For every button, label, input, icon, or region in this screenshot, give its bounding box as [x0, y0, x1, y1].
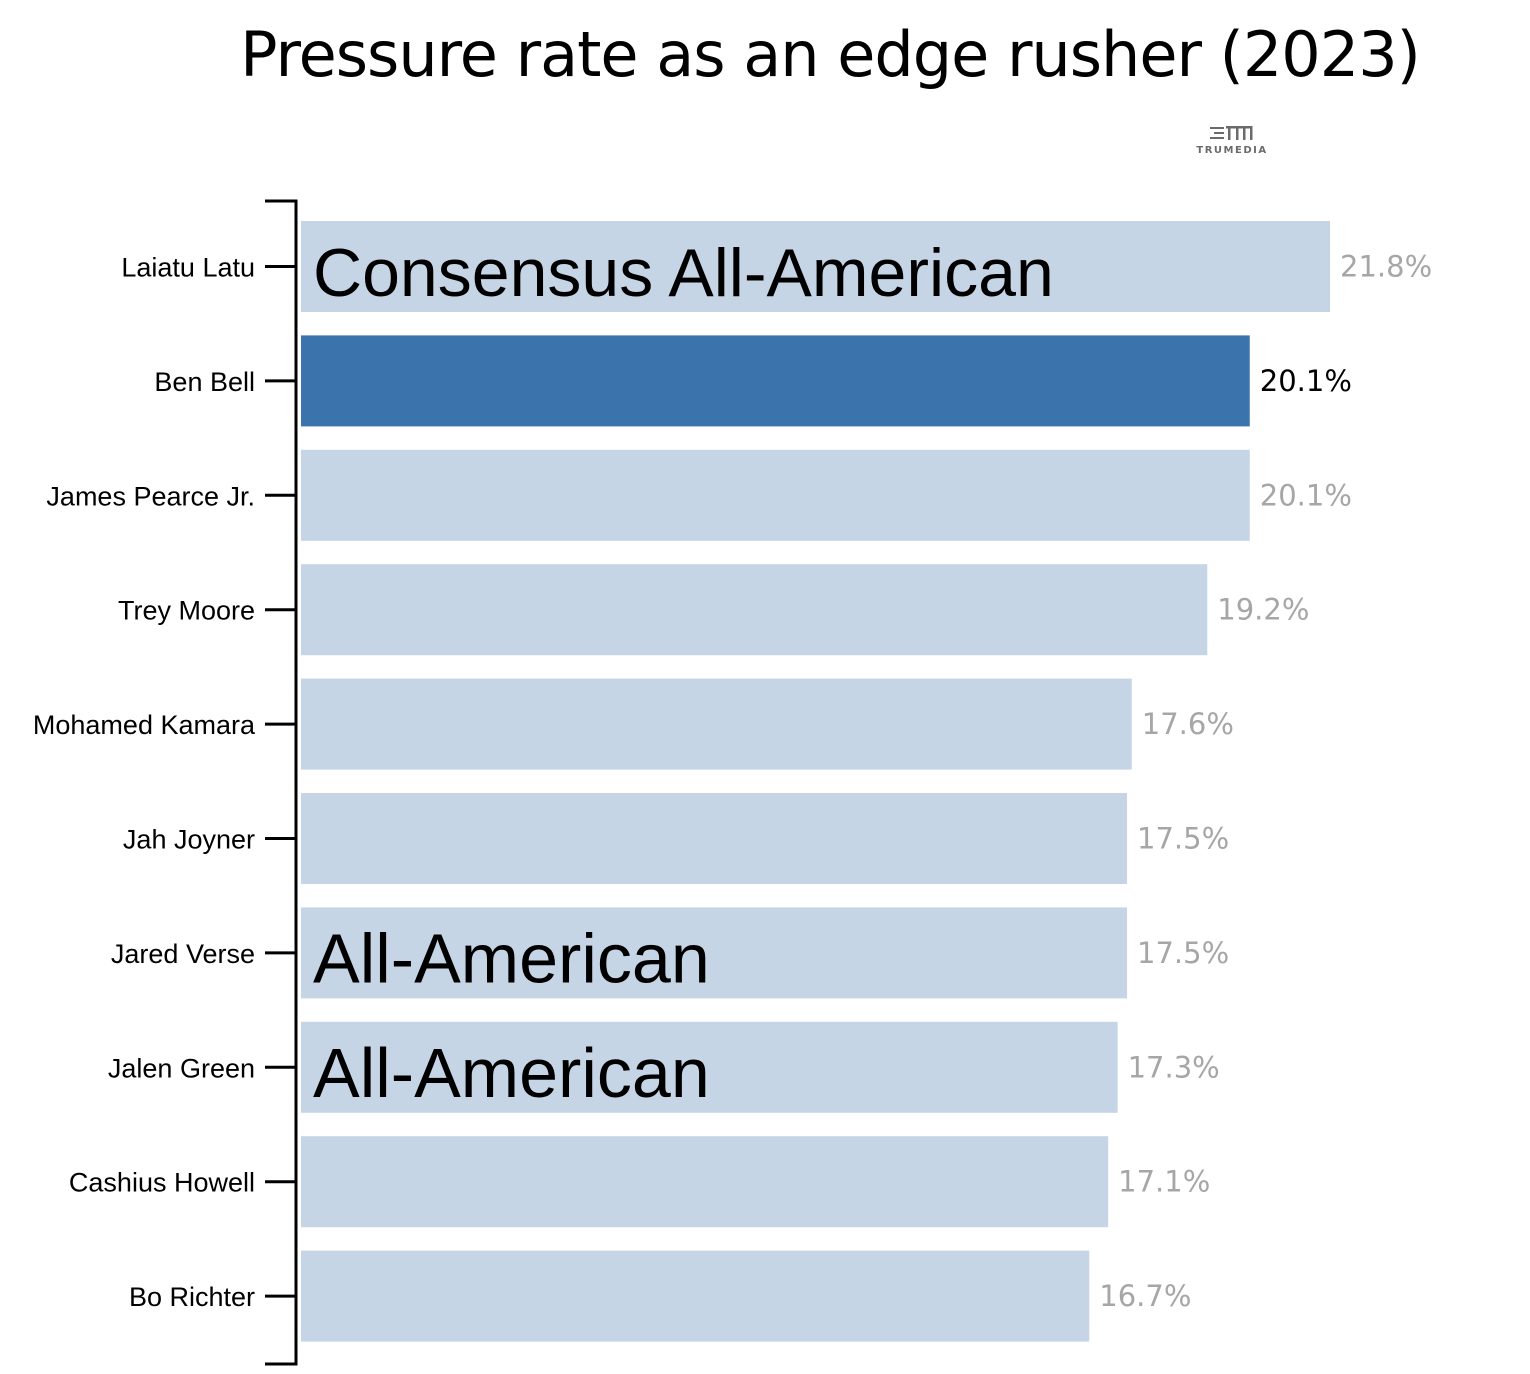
category-label: Jalen Green [108, 1053, 255, 1083]
bar-highlighted [301, 335, 1250, 427]
value-label: 17.5% [1137, 822, 1229, 856]
value-label: 19.2% [1217, 593, 1309, 627]
labels: Laiatu Latu 21.8% Consensus All-American Be… [33, 235, 1432, 1313]
category-label: Jah Joyner [123, 825, 255, 855]
bars [301, 221, 1330, 1342]
trumedia-logo-icon [1210, 126, 1253, 140]
category-label: Trey Moore [118, 596, 255, 626]
value-label: 21.8% [1340, 250, 1432, 284]
trumedia-logo: TRUMEDIA [1190, 120, 1274, 160]
category-label: Cashius Howell [69, 1168, 255, 1198]
category-label: Jared Verse [111, 939, 255, 969]
y-axis [265, 199, 298, 1366]
bar [301, 1250, 1090, 1342]
bar [301, 564, 1208, 656]
category-label: Mohamed Kamara [33, 710, 256, 740]
category-label: Ben Bell [154, 367, 255, 397]
category-label: Bo Richter [129, 1282, 255, 1312]
bar [301, 449, 1250, 541]
bar [301, 1021, 1118, 1113]
category-label: James Pearce Jr. [46, 481, 255, 511]
chart-title: Pressure rate as an edge rusher (2023) [240, 18, 1421, 91]
bar [301, 1136, 1109, 1228]
value-label: 17.3% [1128, 1050, 1220, 1084]
value-label: 17.1% [1118, 1165, 1210, 1199]
logo-text: TRUMEDIA [1196, 145, 1268, 156]
annotation-label: All-American [313, 1034, 710, 1112]
bar [301, 793, 1128, 884]
value-label: 17.5% [1137, 936, 1229, 970]
bar [301, 907, 1128, 999]
category-label: Laiatu Latu [121, 253, 255, 283]
bar [301, 678, 1132, 770]
value-label: 16.7% [1099, 1279, 1191, 1313]
annotation-label: All-American [313, 919, 710, 997]
value-label: 20.1% [1260, 364, 1352, 398]
value-label: 17.6% [1142, 707, 1234, 741]
value-label: 20.1% [1260, 478, 1352, 512]
annotation-label: Consensus All-American [313, 235, 1054, 311]
bar [301, 221, 1330, 312]
